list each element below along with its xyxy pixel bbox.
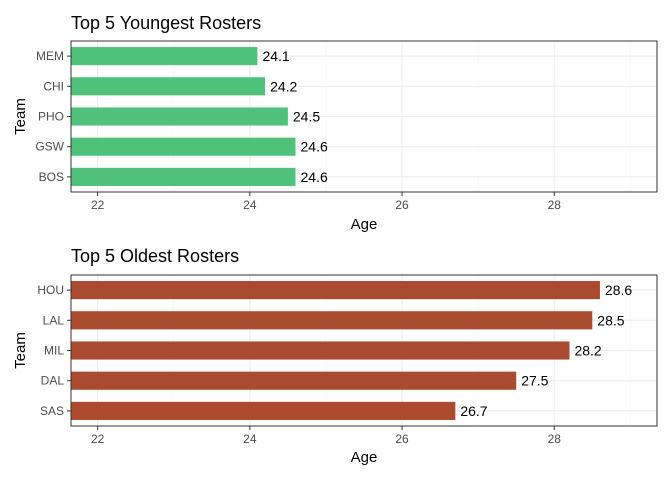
youngest-y-axis-title: Team bbox=[12, 98, 29, 135]
oldest-y-axis: HOU LAL MIL DAL SAS bbox=[37, 283, 71, 418]
youngest-x-tick-label: 24 bbox=[243, 198, 257, 212]
oldest-y-tick-label-hou: HOU bbox=[37, 283, 64, 297]
oldest-value-label-lal: 28.5 bbox=[597, 312, 624, 328]
youngest-value-label-bos: 24.6 bbox=[301, 169, 328, 185]
youngest-value-label-gsw: 24.6 bbox=[301, 139, 328, 155]
oldest-x-axis: 22 24 26 28 bbox=[91, 426, 561, 446]
youngest-chart-title: Top 5 Youngest Rosters bbox=[71, 13, 261, 33]
oldest-bars bbox=[71, 281, 600, 420]
youngest-value-label-mem: 24.1 bbox=[262, 48, 289, 64]
oldest-x-axis-title: Age bbox=[351, 449, 378, 466]
youngest-y-tick-label-bos: BOS bbox=[39, 170, 64, 184]
oldest-bar-mil bbox=[71, 341, 570, 360]
oldest-value-label-mil: 28.2 bbox=[574, 343, 601, 359]
oldest-y-axis-title: Team bbox=[12, 332, 29, 369]
youngest-gridlines bbox=[71, 41, 657, 192]
oldest-data-labels: 28.6 28.5 28.2 27.5 26.7 bbox=[460, 282, 632, 419]
oldest-y-tick-label-sas: SAS bbox=[40, 404, 64, 418]
youngest-x-axis: 22 24 26 28 bbox=[91, 192, 561, 212]
oldest-y-tick-label-dal: DAL bbox=[41, 374, 65, 388]
youngest-bar-bos bbox=[71, 167, 296, 186]
oldest-value-label-dal: 27.5 bbox=[521, 373, 548, 389]
youngest-data-labels: 24.1 24.2 24.5 24.6 24.6 bbox=[262, 48, 328, 185]
oldest-x-tick-label: 24 bbox=[243, 432, 257, 446]
oldest-bar-lal bbox=[71, 311, 593, 330]
youngest-y-tick-label-gsw: GSW bbox=[35, 140, 64, 154]
youngest-bar-pho bbox=[71, 107, 288, 126]
youngest-y-tick-label-chi: CHI bbox=[43, 79, 64, 93]
youngest-x-tick-label: 22 bbox=[91, 198, 105, 212]
youngest-y-tick-label-pho: PHO bbox=[38, 110, 64, 124]
oldest-value-label-hou: 28.6 bbox=[605, 282, 632, 298]
oldest-bar-sas bbox=[71, 401, 456, 420]
oldest-bar-hou bbox=[71, 281, 600, 300]
oldest-x-tick-label: 26 bbox=[395, 432, 409, 446]
oldest-value-label-sas: 26.7 bbox=[460, 403, 487, 419]
oldest-rosters-panel: Top 5 Oldest Rosters 28.6 28.5 28.2 27.5 26.… bbox=[12, 246, 658, 466]
youngest-bars bbox=[71, 47, 296, 186]
youngest-value-label-pho: 24.5 bbox=[293, 109, 320, 125]
youngest-bar-gsw bbox=[71, 137, 296, 156]
youngest-y-tick-label-mem: MEM bbox=[36, 49, 64, 63]
oldest-chart-title: Top 5 Oldest Rosters bbox=[71, 246, 239, 266]
youngest-value-label-chi: 24.2 bbox=[270, 78, 297, 94]
oldest-x-tick-label: 28 bbox=[548, 432, 562, 446]
youngest-y-axis: MEM CHI PHO GSW BOS bbox=[35, 49, 71, 184]
youngest-x-tick-label: 28 bbox=[548, 198, 562, 212]
oldest-bar-dal bbox=[71, 371, 517, 390]
oldest-y-tick-label-mil: MIL bbox=[44, 344, 64, 358]
youngest-x-axis-title: Age bbox=[351, 216, 378, 233]
oldest-x-tick-label: 22 bbox=[91, 432, 105, 446]
oldest-y-tick-label-lal: LAL bbox=[43, 313, 65, 327]
youngest-x-tick-label: 26 bbox=[395, 198, 409, 212]
youngest-bar-mem bbox=[71, 47, 258, 66]
youngest-bar-chi bbox=[71, 77, 266, 96]
youngest-rosters-panel: Top 5 Youngest Rosters 24.124.224.524.62… bbox=[12, 13, 658, 233]
